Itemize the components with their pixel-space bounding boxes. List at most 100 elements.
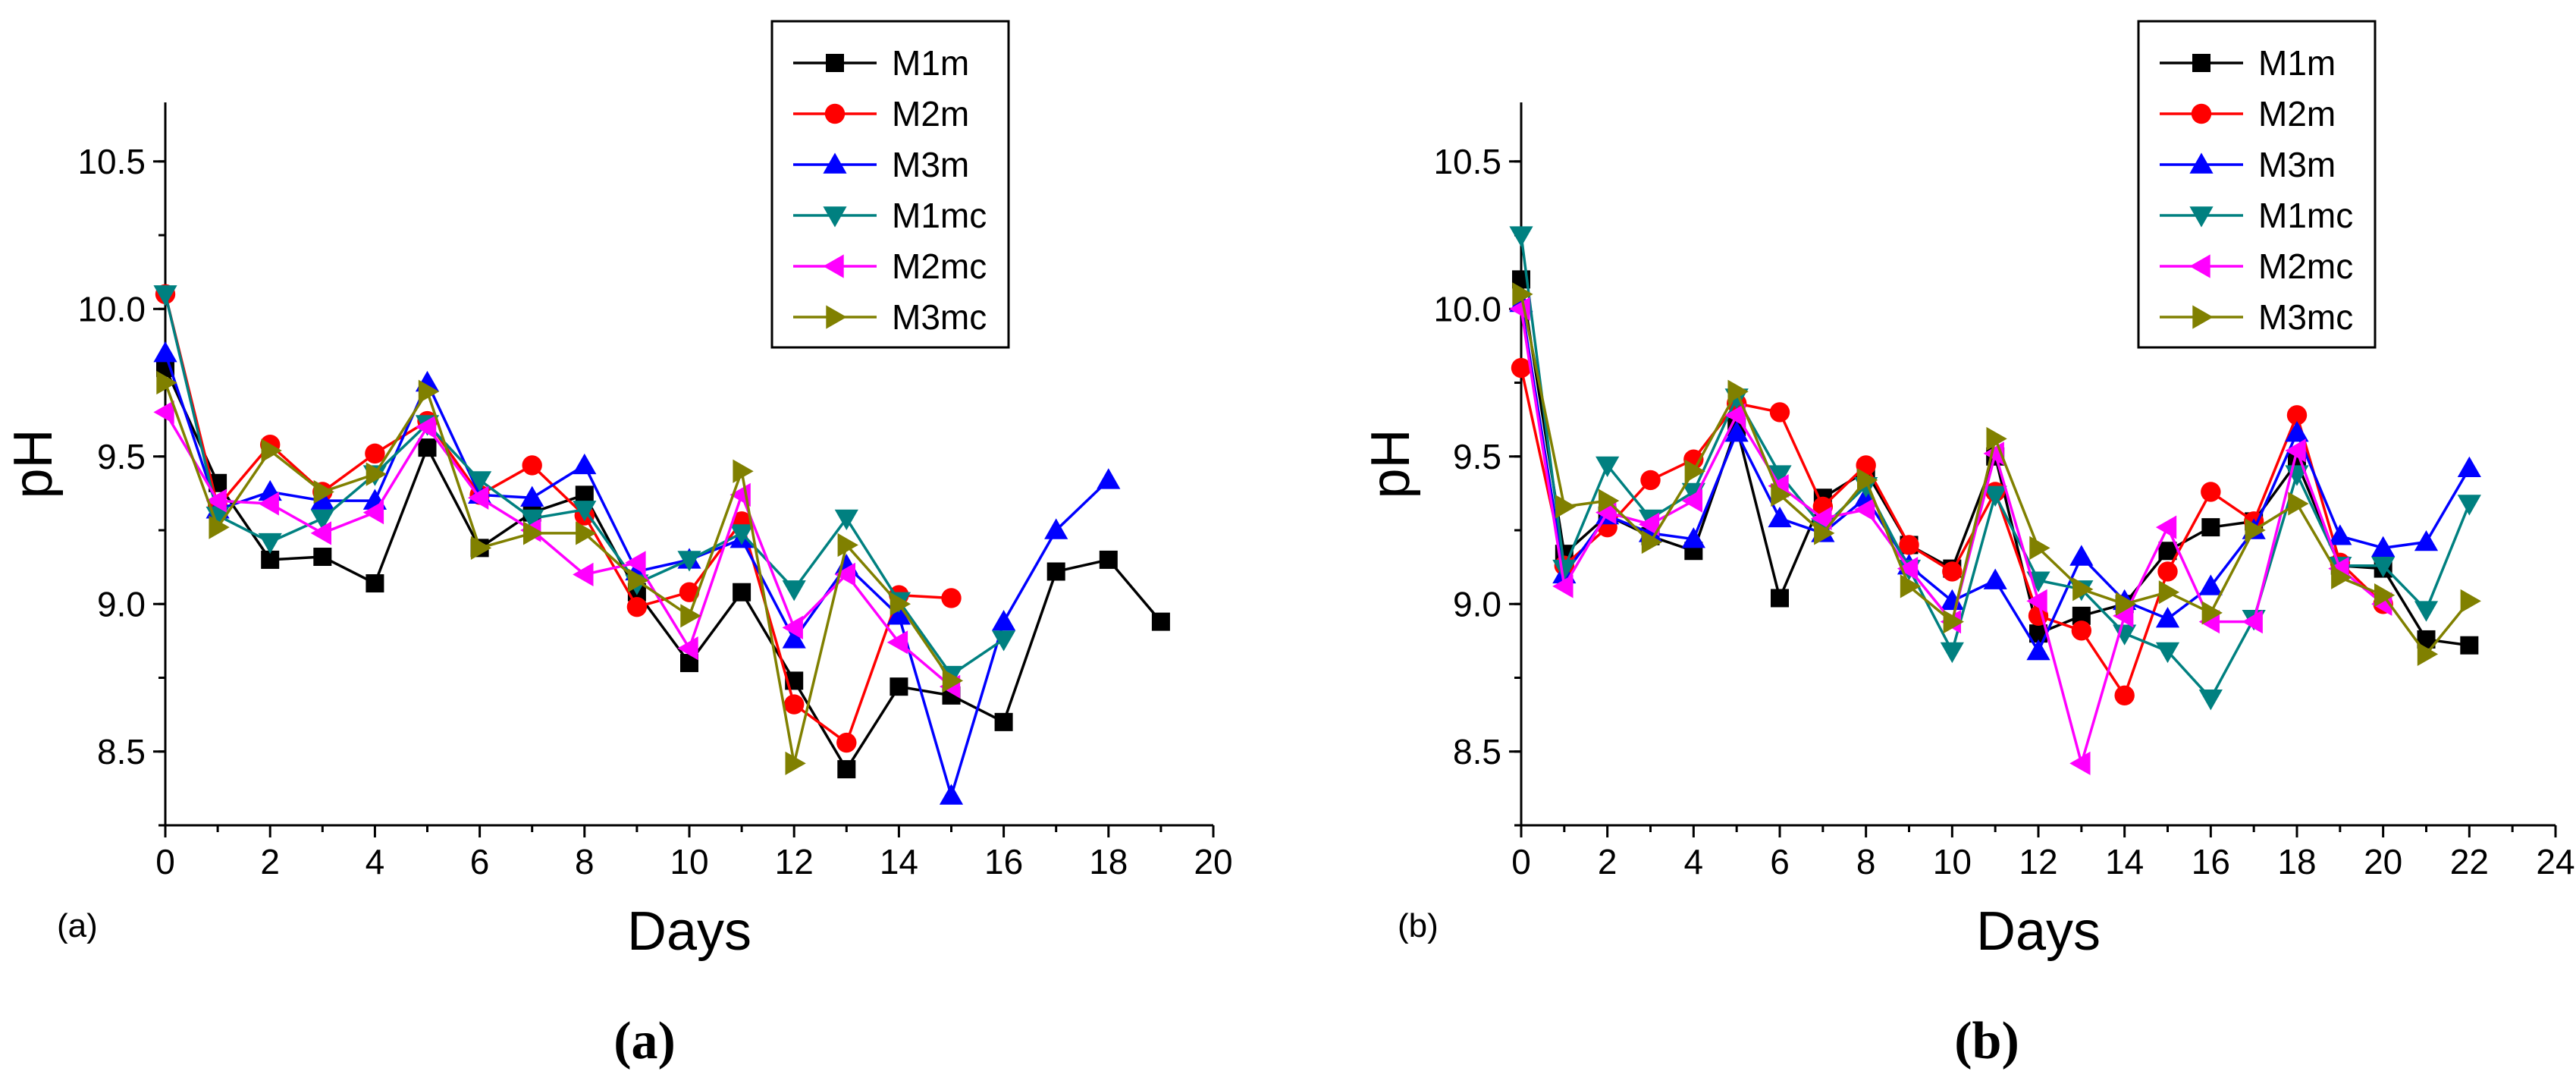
- data-point: [2286, 405, 2308, 426]
- series-line: [1520, 303, 2471, 653]
- data-point: [2158, 542, 2177, 561]
- data-point: [1044, 518, 1068, 539]
- panel-label: (b): [1398, 907, 1439, 944]
- data-point: [834, 562, 855, 586]
- chart-panel-a: 8.5 9.0 9.5 10.0 10.5 0 2 4 6 8 10 12 14 16 18 20 Days pH…: [3, 20, 1233, 962]
- x-tick-label: 10: [1933, 842, 1972, 881]
- data-point: [782, 615, 803, 639]
- data-point: [625, 551, 646, 575]
- legend-entry: M2mc: [2258, 247, 2353, 286]
- data-point: [1595, 456, 1620, 478]
- data-point: [2457, 456, 2481, 478]
- legend-marker: [824, 103, 846, 124]
- data-point: [939, 784, 964, 805]
- data-point: [313, 548, 332, 567]
- legend-entry: M1m: [2258, 43, 2336, 83]
- data-point: [677, 636, 698, 661]
- data-point: [2029, 536, 2050, 560]
- data-point: [2026, 639, 2050, 661]
- legend-entry: M3m: [2258, 145, 2336, 184]
- data-point: [836, 732, 857, 753]
- data-point: [942, 668, 964, 693]
- data-point: [1598, 489, 1620, 513]
- data-point: [313, 479, 334, 504]
- data-point: [886, 630, 908, 655]
- data-point: [1552, 559, 1577, 581]
- data-point: [886, 604, 911, 625]
- y-tick-label: 8.5: [1453, 732, 1501, 771]
- data-point: [209, 515, 230, 539]
- data-point: [1942, 561, 1963, 582]
- data-point: [2201, 482, 2221, 502]
- data-point: [573, 562, 594, 586]
- data-point: [2155, 515, 2177, 539]
- data-point: [258, 492, 279, 516]
- x-tick-label: 14: [880, 842, 918, 881]
- data-point: [2201, 518, 2220, 537]
- data-point: [2201, 601, 2223, 625]
- data-point: [2457, 495, 2481, 516]
- data-point: [310, 521, 331, 545]
- x-tick-label: 2: [260, 842, 280, 881]
- x-axis-label: Days: [1976, 901, 2101, 962]
- legend-entry: M1m: [892, 43, 969, 83]
- legend-marker: [2189, 152, 2214, 174]
- x-tick-label: 10: [670, 842, 708, 881]
- y-tick-label: 9.5: [1453, 437, 1501, 476]
- data-point: [573, 501, 597, 522]
- series-M3mc: [156, 370, 964, 775]
- series-line: [164, 382, 952, 765]
- data-point: [573, 453, 597, 475]
- data-point: [1046, 562, 1065, 581]
- legend-entry: M2m: [2258, 94, 2336, 134]
- data-point: [1768, 506, 1792, 528]
- data-point: [626, 596, 648, 617]
- data-point: [2285, 421, 2309, 442]
- series-line: [164, 367, 1162, 771]
- legend-marker: [823, 254, 844, 278]
- data-point: [468, 471, 492, 492]
- x-tick-label: 16: [984, 842, 1023, 881]
- data-point: [2374, 583, 2396, 608]
- data-point: [1552, 574, 1574, 598]
- data-point: [2026, 589, 2047, 613]
- data-point: [2155, 642, 2180, 664]
- legend-entry: M3m: [892, 145, 969, 184]
- data-point: [1771, 589, 1789, 608]
- legend-marker: [826, 54, 844, 72]
- legend: M1m M2m M3m M1mc M2mc M3mc: [2137, 20, 2377, 349]
- data-point: [2113, 624, 2137, 646]
- data-point: [523, 521, 544, 545]
- data-point: [1940, 589, 1964, 611]
- data-point: [2069, 545, 2094, 566]
- data-point: [1681, 527, 1705, 548]
- y-tick-label: 10.5: [77, 142, 146, 181]
- series-line: [164, 411, 952, 688]
- data-point: [1727, 379, 1749, 404]
- data-point: [1943, 610, 1964, 634]
- data-point: [2371, 556, 2396, 578]
- data-point: [1771, 482, 1792, 507]
- y-axis-label: pH: [3, 429, 64, 498]
- data-point: [2072, 577, 2094, 602]
- x-tick-label: 4: [1684, 842, 1704, 881]
- x-tick-label: 12: [775, 842, 814, 881]
- data-point: [1640, 470, 1661, 491]
- x-tick-label: 8: [1856, 842, 1876, 881]
- x-tick-label: 20: [1194, 842, 1232, 881]
- x-tick-label: 0: [1511, 842, 1531, 881]
- legend-marker: [823, 152, 847, 174]
- data-point: [2198, 574, 2223, 595]
- data-point: [2071, 620, 2092, 641]
- data-point: [782, 627, 806, 649]
- data-point: [1983, 568, 2007, 589]
- data-point: [994, 712, 1013, 731]
- data-point: [2113, 604, 2134, 628]
- data-point: [941, 588, 962, 608]
- legend-marker: [2192, 305, 2214, 329]
- data-point: [890, 677, 908, 696]
- data-point: [2285, 438, 2306, 463]
- legend-entry: M3mc: [2258, 297, 2353, 337]
- data-point: [418, 379, 440, 404]
- figure-captions: (a) (b): [613, 1012, 2019, 1070]
